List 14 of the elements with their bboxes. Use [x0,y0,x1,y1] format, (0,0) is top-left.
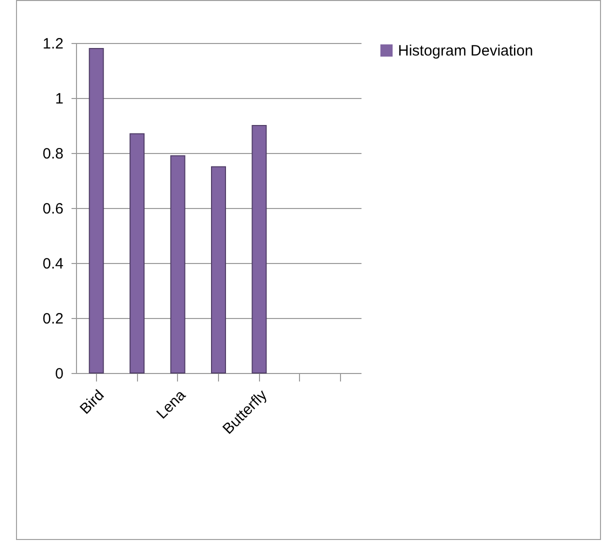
legend-label: Histogram Deviation [398,42,534,60]
y-tick-label: 0 [55,366,64,382]
bar [170,155,186,374]
y-tick-label: 0.6 [42,200,64,218]
bar [130,133,145,374]
bar [88,48,104,374]
bar [252,125,267,374]
y-tick-label: 1.2 [42,36,64,52]
y-tick-label: 0.4 [42,256,64,272]
y-tick-label: 0.2 [42,310,64,328]
y-tick-label: 1 [55,90,64,108]
y-tick-label: 0.8 [42,146,64,162]
bar [211,166,226,374]
x-tick-label: Bird [76,386,108,418]
